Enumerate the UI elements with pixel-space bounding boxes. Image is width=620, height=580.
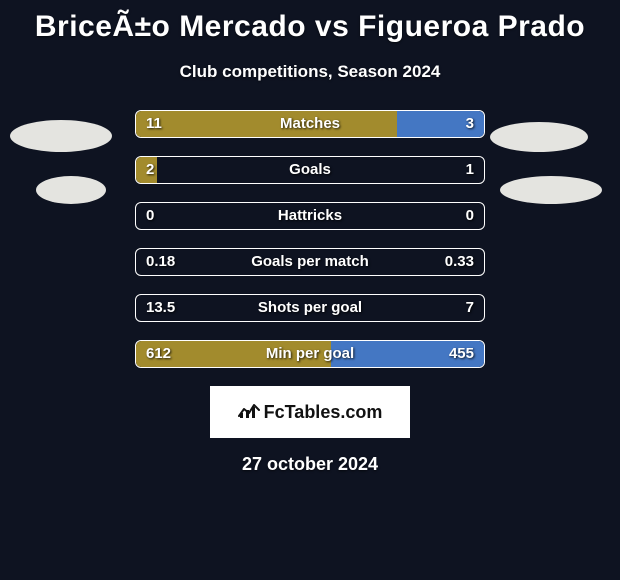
date-text: 27 october 2024 — [0, 454, 620, 475]
page-title: BriceÃ±o Mercado vs Figueroa Prado — [0, 0, 620, 44]
comparison-bars: 113Matches21Goals00Hattricks0.180.33Goal… — [135, 110, 485, 368]
stat-bar-row: 2 1Goals — [135, 156, 485, 184]
subtitle: Club competitions, Season 2024 — [0, 62, 620, 82]
avatar-ellipse — [490, 122, 588, 152]
stat-bar-row: 0.18 0.33Goals per match — [135, 248, 485, 276]
logo-text: FcTables.com — [264, 402, 383, 423]
bar-left-value: 11 — [146, 111, 162, 137]
bar-left-value: 612 — [146, 341, 171, 367]
bar-left-value: 2 — [146, 157, 154, 183]
bar-right-value: 455 — [449, 341, 474, 367]
bar-label: Shots per goal — [136, 295, 484, 321]
bar-label: Goals — [136, 157, 484, 183]
bar-right-value: 0 — [466, 203, 474, 229]
stat-bar-row: 0 0Hattricks — [135, 202, 485, 230]
bar-right-value: 0.33 — [445, 249, 474, 275]
chart-icon — [238, 401, 260, 424]
bar-label: Goals per match — [136, 249, 484, 275]
avatar-ellipse — [500, 176, 602, 204]
stat-bar-row: 13.5 7Shots per goal — [135, 294, 485, 322]
bar-left-value: 0.18 — [146, 249, 175, 275]
avatar-ellipse — [36, 176, 106, 204]
logo: FcTables.com — [238, 401, 383, 424]
stat-bar-row: 612455Min per goal — [135, 340, 485, 368]
avatar-ellipse — [10, 120, 112, 152]
bar-label: Hattricks — [136, 203, 484, 229]
logo-box: FcTables.com — [210, 386, 410, 438]
bar-left-fill — [136, 111, 397, 137]
bar-right-value: 7 — [466, 295, 474, 321]
bar-left-value: 0 — [146, 203, 154, 229]
stat-bar-row: 113Matches — [135, 110, 485, 138]
bar-left-value: 13.5 — [146, 295, 175, 321]
bar-right-value: 3 — [466, 111, 474, 137]
bar-right-value: 1 — [466, 157, 474, 183]
